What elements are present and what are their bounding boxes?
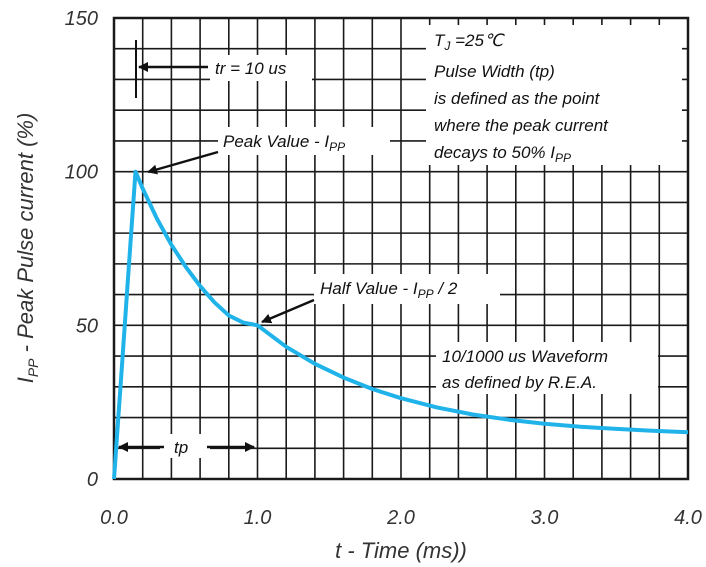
annotation-pulse-width-4: decays to 50% IPP bbox=[434, 143, 571, 165]
annotation-tj: TJ =25℃ bbox=[434, 31, 505, 53]
tr-label-bg bbox=[210, 55, 312, 81]
y-axis-title: IPP - Peak Pulse current (%) bbox=[13, 113, 41, 384]
y-tick-label: 150 bbox=[65, 8, 98, 30]
x-axis-title: t - Time (ms)) bbox=[335, 538, 467, 563]
annotation-bg bbox=[426, 25, 682, 165]
annotation-half-value: Half Value - IPP / 2 bbox=[320, 279, 458, 301]
peak-label-bg bbox=[218, 127, 390, 155]
waveform-label-bg bbox=[436, 342, 658, 394]
x-tick-label: 1.0 bbox=[244, 507, 272, 529]
y-tick-label: 50 bbox=[76, 315, 98, 337]
annotation-pulse-width-3: where the peak current bbox=[434, 116, 609, 135]
annotation-waveform-1: 10/1000 us Waveform bbox=[442, 347, 608, 366]
plot-frame bbox=[112, 16, 690, 481]
y-axis-title-sub: PP bbox=[25, 358, 41, 377]
half-arrow bbox=[261, 298, 315, 324]
y-tick-label: 0 bbox=[87, 469, 98, 491]
annotation-tp: tp bbox=[174, 438, 188, 457]
annotation-pulse-width-1: Pulse Width (tp) bbox=[434, 62, 555, 81]
series-line-pulse-current bbox=[112, 169, 689, 480]
y-tick-label: 100 bbox=[65, 162, 98, 184]
x-tick-label: 2.0 bbox=[386, 507, 415, 529]
tick-labels: 0.0 1.0 2.0 3.0 4.0 0 50 100 150 bbox=[65, 8, 702, 529]
annotation-tr: tr = 10 us bbox=[215, 59, 287, 78]
annotation-pulse-width-2: is defined as the point bbox=[434, 89, 601, 108]
tp-label-bg bbox=[160, 434, 210, 458]
x-tick-label: 4.0 bbox=[674, 507, 702, 529]
annotation-peak-value: Peak Value - IPP bbox=[223, 132, 345, 154]
x-tick-label: 3.0 bbox=[531, 507, 559, 529]
x-tick-label: 0.0 bbox=[100, 507, 128, 529]
half-label-bg bbox=[314, 274, 500, 304]
peak-arrow bbox=[147, 150, 219, 175]
annotation-waveform-2: as defined by R.E.A. bbox=[442, 373, 597, 392]
